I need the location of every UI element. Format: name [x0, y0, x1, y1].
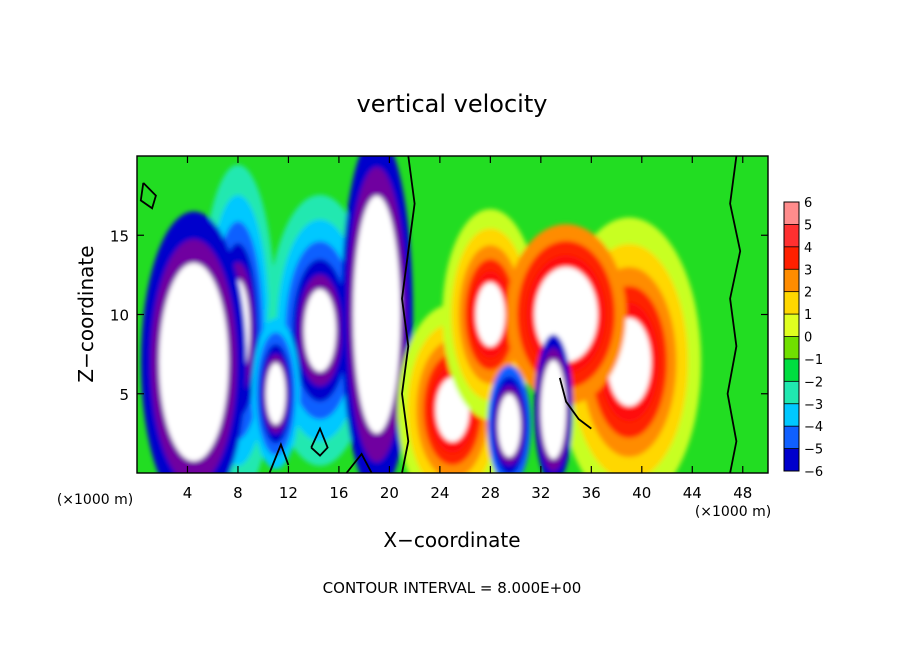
colorbar: 6 5 4 3 2 1 0 −1 −2 −3 −4 −5 −6 [783, 196, 823, 480]
feature-negative-9 [487, 365, 531, 473]
y-tick-label: 5 [119, 386, 129, 404]
feature-negative-3 [141, 211, 247, 473]
x-tick-label: 32 [531, 484, 550, 502]
x-tick-label: 36 [582, 484, 601, 502]
y-axis-label: Z−coordinate [74, 245, 98, 382]
x-tick-label: 4 [183, 484, 193, 502]
feature-negative-4 [340, 156, 413, 473]
colorbar-label: −4 [804, 420, 823, 435]
y-axis: 5 10 15 [110, 227, 768, 404]
colorbar-segment [784, 381, 799, 405]
contour-line-1 [726, 156, 742, 473]
x-unit-right: (×1000 m) [695, 504, 771, 520]
feature-positive-6 [442, 209, 539, 420]
x-tick-label: 20 [380, 484, 399, 502]
contour-line-2 [139, 182, 157, 210]
y-tick-label: 15 [110, 227, 129, 245]
colorbar-segment [784, 224, 799, 248]
colorbar-segment [784, 403, 799, 427]
colorbar-segment [784, 358, 799, 382]
x-tick-label: 40 [632, 484, 651, 502]
feature-negative-10 [534, 334, 573, 473]
colorbar-label: 3 [804, 263, 812, 278]
colorbar-label: −6 [804, 465, 823, 480]
feature-positive-8 [506, 224, 627, 405]
contour-line-0 [401, 156, 416, 473]
x-tick-label: 48 [733, 484, 752, 502]
velocity-features [141, 156, 702, 473]
colorbar-segment [784, 269, 799, 293]
x-tick-label: 8 [233, 484, 243, 502]
x-tick-label: 28 [481, 484, 500, 502]
colorbar-segment [784, 426, 799, 450]
colorbar-label: −3 [804, 398, 823, 413]
x-tick-label: 44 [683, 484, 702, 502]
x-tick-label: 24 [430, 484, 449, 502]
feature-negative-2 [251, 318, 300, 470]
x-tick-label: 12 [279, 484, 298, 502]
colorbar-label: −5 [804, 443, 823, 458]
colorbar-segment [784, 448, 799, 472]
colorbar-label: 2 [804, 286, 812, 301]
contour-line-5 [310, 426, 329, 457]
contour-interval-note: CONTOUR INTERVAL = 8.000E+00 [323, 579, 582, 597]
colorbar-label: 4 [804, 241, 812, 256]
colorbar-segment [784, 314, 799, 337]
colorbar-label: −1 [804, 353, 823, 368]
colorbar-label: 6 [804, 196, 812, 211]
contour-line-6 [345, 452, 373, 473]
colorbar-label: 5 [804, 218, 812, 233]
y-tick-label: 10 [110, 307, 129, 325]
x-axis: 4 8 12 16 20 24 28 32 36 40 44 48 [183, 156, 752, 502]
colorbar-label: 1 [804, 308, 812, 323]
contour-line-3 [558, 377, 592, 430]
x-axis-label: X−coordinate [383, 528, 520, 552]
x-unit-left: (×1000 m) [57, 492, 133, 508]
colorbar-segment [784, 336, 799, 360]
colorbar-label: −2 [804, 375, 823, 390]
colorbar-segment [784, 246, 799, 270]
colorbar-label: 0 [804, 331, 812, 346]
plot-area [137, 156, 768, 473]
zero-contours [139, 156, 742, 473]
contour-line-4 [268, 441, 290, 473]
colorbar-segment [784, 291, 799, 315]
colorbar-segment [784, 202, 799, 225]
chart-title: vertical velocity [357, 90, 548, 118]
x-tick-label: 16 [329, 484, 348, 502]
